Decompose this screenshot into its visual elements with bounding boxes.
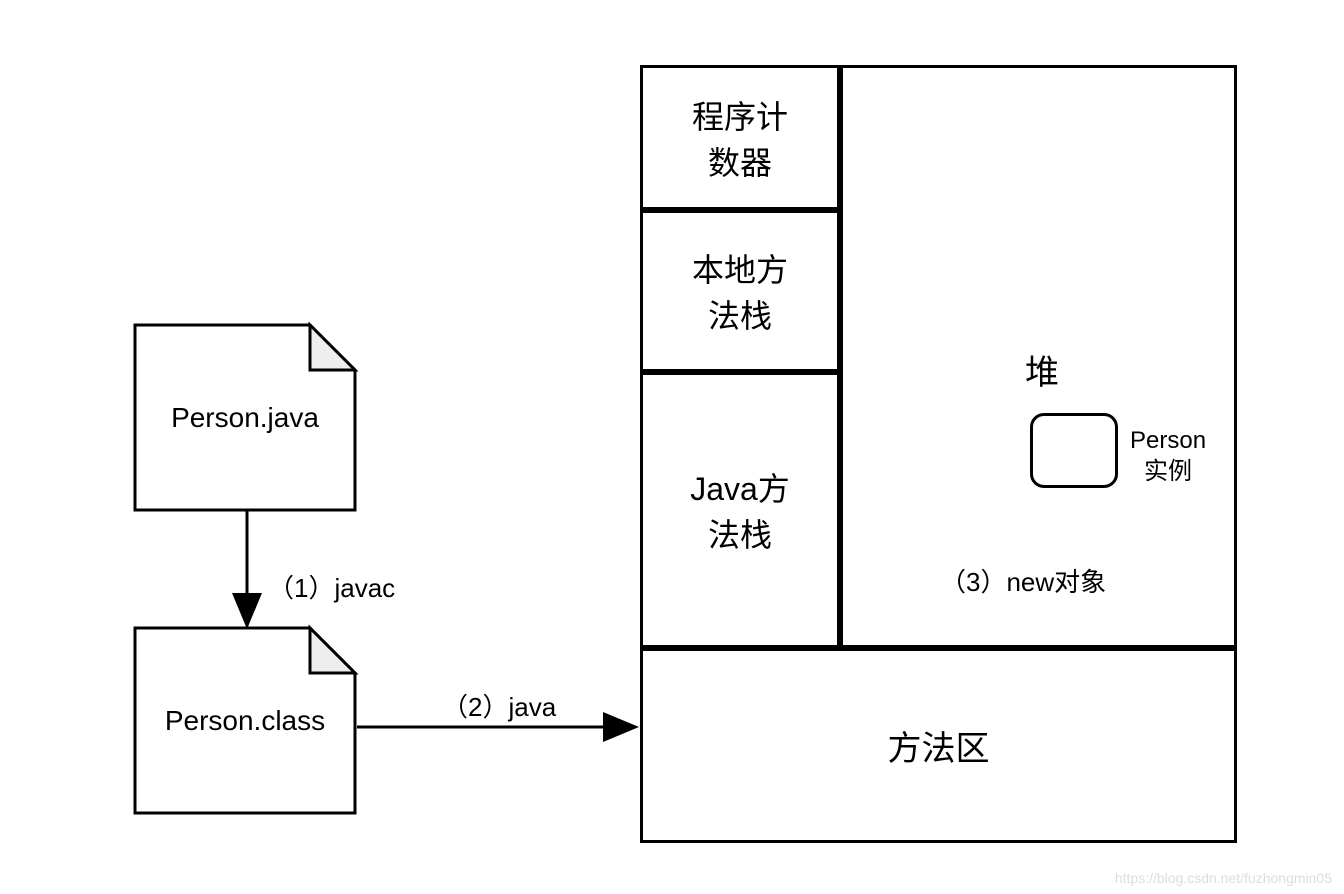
java-stack-line2: 法栈	[708, 517, 772, 553]
native-stack-line2: 法栈	[708, 298, 772, 334]
edge-label-javac: （1）javac	[268, 568, 395, 605]
native-stack-box: 本地方 法栈	[640, 210, 840, 372]
heap-label: 堆	[1025, 345, 1059, 394]
pc-counter-box: 程序计 数器	[640, 65, 840, 210]
person-instance-label: Person 实例	[1130, 425, 1206, 487]
java-stack-box: Java方 法栈	[640, 372, 840, 648]
native-stack-line1: 本地方	[692, 252, 788, 288]
java-stack-line1: Java方	[690, 471, 790, 507]
pc-counter-line2: 数器	[708, 145, 772, 181]
edge-label-java: （2）java	[442, 687, 556, 724]
watermark: https://blog.csdn.net/fuzhongmin05	[1115, 870, 1332, 886]
method-area-label: 方法区	[888, 721, 990, 770]
jvm-diagram: Person.java Person.class 程序计 数器 本地方 法栈 J…	[0, 0, 1344, 894]
person-instance-line2: 实例	[1144, 458, 1192, 485]
edge-label-new: （3）new对象	[940, 562, 1106, 599]
file-class-label: Person.class	[135, 705, 355, 737]
person-instance-box	[1030, 413, 1118, 488]
file-java-label: Person.java	[135, 402, 355, 434]
pc-counter-line1: 程序计	[692, 99, 788, 135]
method-area-box: 方法区	[640, 648, 1237, 843]
person-instance-line1: Person	[1130, 427, 1206, 454]
